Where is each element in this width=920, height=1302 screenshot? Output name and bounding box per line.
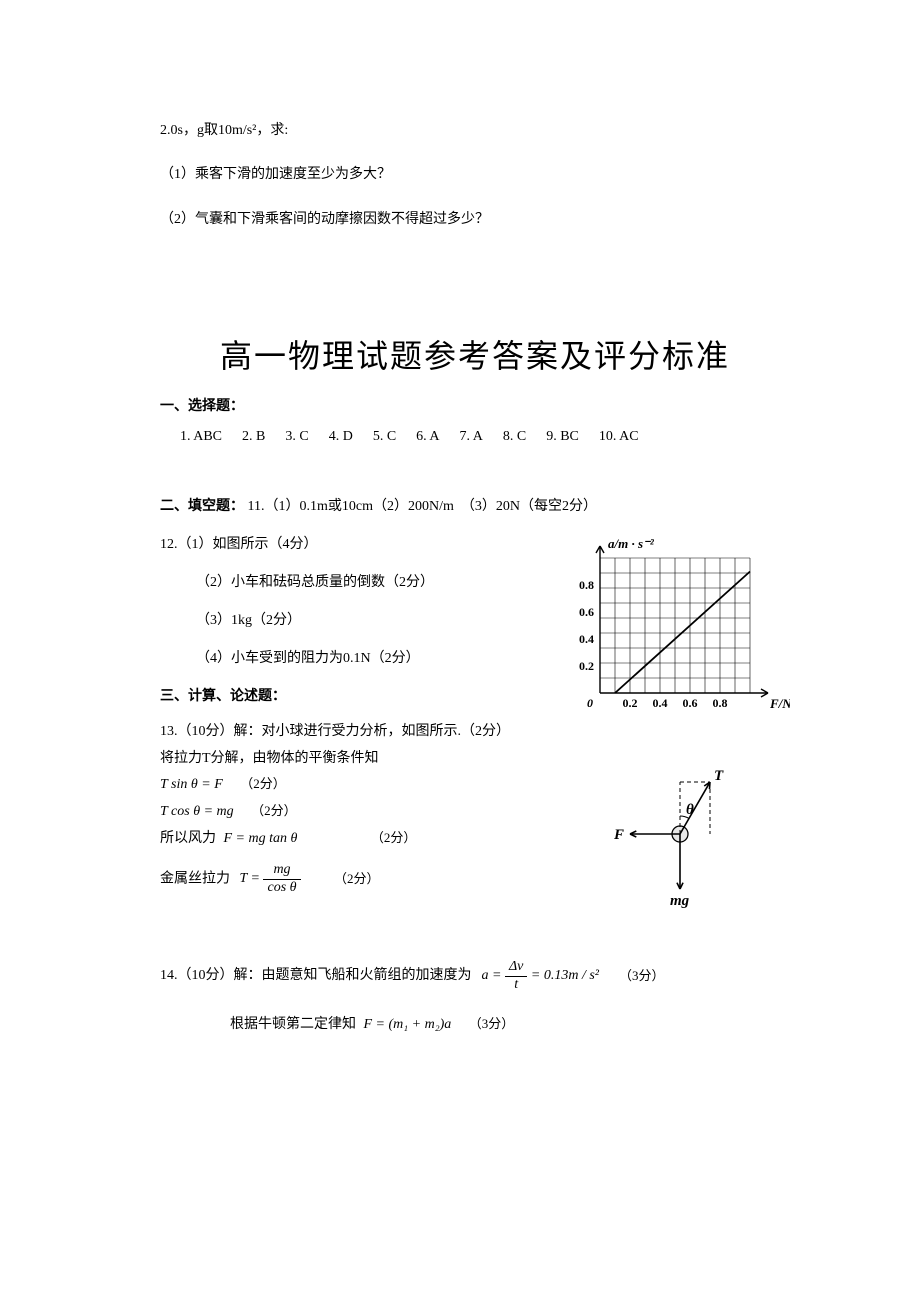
q13-line2: 将拉力T分解，由物体的平衡条件知 <box>160 746 560 773</box>
q13-force-diagram: T Fmg θ <box>610 754 790 929</box>
svg-text:0.2: 0.2 <box>623 696 638 710</box>
q12-part3: （3）1kg（2分） <box>196 609 560 629</box>
q12-chart: 0.2 0.4 0.6 0.8 0.2 0.4 0.6 0.8 0 F/N a/m · s⁻² <box>560 533 790 728</box>
svg-text:0.6: 0.6 <box>579 605 594 619</box>
mc-answer: 6. A <box>416 429 439 444</box>
q13-eq1: T sin θ = F （2分） <box>160 772 560 799</box>
q13-eq2: T cos θ = mg （2分） <box>160 799 560 826</box>
subquestion-2: （2）气囊和下滑乘客间的动摩擦因数不得超过多少？ <box>160 209 790 231</box>
section-3-heading: 三、计算、论述题： <box>160 685 560 705</box>
svg-text:θ: θ <box>686 802 694 818</box>
svg-text:mg: mg <box>670 893 690 909</box>
section-1-heading: 一、选择题： <box>160 395 790 415</box>
subquestion-1: （1）乘客下滑的加速度至少为多大？ <box>160 164 790 186</box>
answer-sheet-title: 高一物理试题参考答案及评分标准 <box>160 331 790 377</box>
q14-line2: 根据牛顿第二定律知 F = (m₁ + m₂)a （3分） <box>230 1012 790 1039</box>
q12-part4: （4）小车受到的阻力为0.1N（2分） <box>196 647 560 667</box>
mc-answer: 8. C <box>503 429 526 444</box>
mc-answer: 4. D <box>329 429 353 444</box>
mc-answer: 7. A <box>460 429 483 444</box>
mc-answers-row: 1. ABC 2. B 3. C 4. D 5. C 6. A 7. A 8. C 9. BC 1… <box>180 429 790 445</box>
q13-head: 13.（10分）解：对小球进行受力分析，如图所示.（2分） <box>160 719 560 746</box>
svg-text:T: T <box>714 768 724 784</box>
q11-answers: 11.（1）0.1m或10cm（2）200N/m （3）20N（每空2分） <box>248 499 597 514</box>
mc-answer: 1. ABC <box>180 429 222 444</box>
svg-text:F/N: F/N <box>769 696 790 711</box>
mc-answer: 5. C <box>373 429 396 444</box>
q14-head: 14.（10分）解：由题意知飞船和火箭组的加速度为 a = Δv t = 0.1… <box>160 959 790 994</box>
svg-text:0.8: 0.8 <box>579 578 594 592</box>
given-conditions: 2.0s，g取10m/s²，求: <box>160 120 790 142</box>
q13-eq3: 所以风力 F = mg tan θ （2分） <box>160 826 560 853</box>
svg-text:0.8: 0.8 <box>713 696 728 710</box>
svg-text:a/m · s⁻²: a/m · s⁻² <box>608 536 655 551</box>
q12-part1: 12.（1）如图所示（4分） <box>160 533 560 553</box>
q12-part2: （2）小车和砝码总质量的倒数（2分） <box>196 571 560 591</box>
mc-answer: 2. B <box>242 429 265 444</box>
mc-answer: 9. BC <box>546 429 579 444</box>
mc-answer: 3. C <box>285 429 308 444</box>
svg-text:0.6: 0.6 <box>683 696 698 710</box>
svg-text:0: 0 <box>587 696 593 710</box>
svg-text:0.4: 0.4 <box>653 696 668 710</box>
section-2-heading: 二、填空题： <box>160 499 244 514</box>
svg-text:0.4: 0.4 <box>579 632 594 646</box>
mc-answer: 10. AC <box>599 429 639 444</box>
svg-text:0.2: 0.2 <box>579 659 594 673</box>
q13-eq4: 金属丝拉力 T = mg cos θ （2分） <box>160 862 560 897</box>
svg-text:F: F <box>613 827 624 843</box>
